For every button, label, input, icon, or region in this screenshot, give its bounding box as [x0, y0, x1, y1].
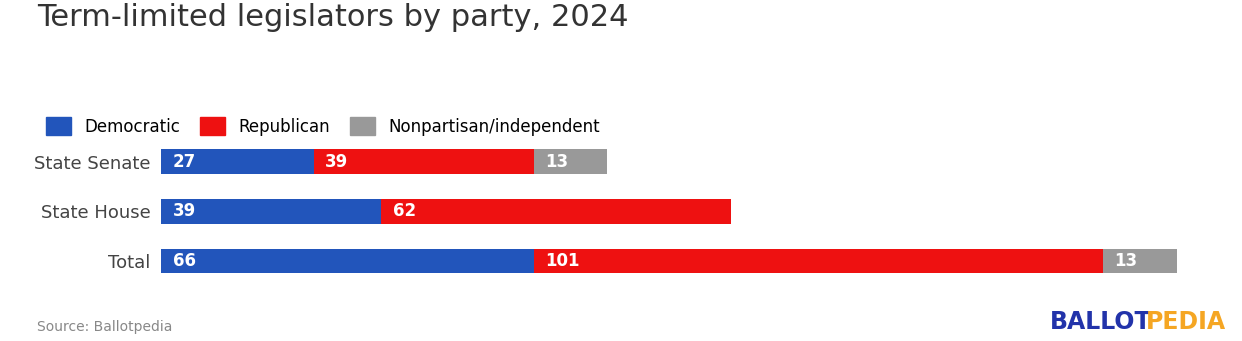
Text: Source: Ballotpedia: Source: Ballotpedia — [37, 320, 173, 334]
Legend: Democratic, Republican, Nonpartisan/independent: Democratic, Republican, Nonpartisan/inde… — [46, 117, 600, 136]
Text: 13: 13 — [545, 153, 568, 171]
Bar — [161, 149, 314, 174]
Text: 27: 27 — [173, 153, 196, 171]
Text: 39: 39 — [173, 203, 196, 220]
Text: BALLOT: BALLOT — [1049, 310, 1151, 334]
Text: 39: 39 — [325, 153, 348, 171]
Text: Term-limited legislators by party, 2024: Term-limited legislators by party, 2024 — [37, 3, 628, 32]
Text: PEDIA: PEDIA — [1146, 310, 1227, 334]
Text: 66: 66 — [173, 252, 196, 270]
Bar — [1103, 249, 1176, 273]
Bar — [534, 249, 1103, 273]
Bar — [161, 249, 534, 273]
Bar — [381, 199, 732, 224]
Text: 13: 13 — [1114, 252, 1138, 270]
Bar — [534, 149, 607, 174]
Text: 101: 101 — [545, 252, 580, 270]
Bar — [161, 199, 381, 224]
Text: 62: 62 — [392, 203, 416, 220]
Bar — [314, 149, 534, 174]
